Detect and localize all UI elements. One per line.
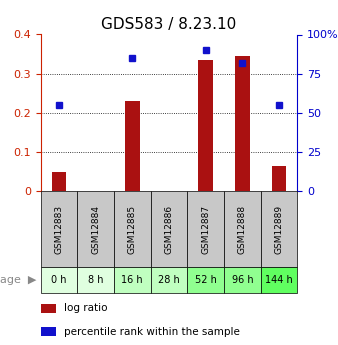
- Title: GDS583 / 8.23.10: GDS583 / 8.23.10: [101, 17, 237, 32]
- Text: 144 h: 144 h: [265, 275, 293, 285]
- Bar: [272, 166, 286, 191]
- FancyBboxPatch shape: [41, 191, 77, 267]
- FancyBboxPatch shape: [261, 267, 297, 293]
- Text: age  ▶: age ▶: [0, 275, 37, 285]
- Text: GSM12886: GSM12886: [165, 205, 173, 254]
- Text: GSM12887: GSM12887: [201, 205, 210, 254]
- Text: 8 h: 8 h: [88, 275, 103, 285]
- FancyBboxPatch shape: [114, 191, 151, 267]
- FancyBboxPatch shape: [151, 267, 187, 293]
- FancyBboxPatch shape: [41, 267, 77, 293]
- Text: GSM12884: GSM12884: [91, 205, 100, 254]
- Bar: [235, 56, 250, 191]
- FancyBboxPatch shape: [77, 191, 114, 267]
- FancyBboxPatch shape: [187, 267, 224, 293]
- Text: 16 h: 16 h: [121, 275, 143, 285]
- Text: GSM12883: GSM12883: [54, 205, 64, 254]
- FancyBboxPatch shape: [151, 191, 187, 267]
- Text: GSM12888: GSM12888: [238, 205, 247, 254]
- Bar: [41, 327, 56, 336]
- FancyBboxPatch shape: [114, 267, 151, 293]
- Bar: [125, 101, 140, 191]
- Text: 0 h: 0 h: [51, 275, 67, 285]
- Bar: [198, 60, 213, 191]
- Text: GSM12885: GSM12885: [128, 205, 137, 254]
- Text: percentile rank within the sample: percentile rank within the sample: [64, 327, 240, 336]
- Text: GSM12889: GSM12889: [274, 205, 284, 254]
- FancyBboxPatch shape: [187, 191, 224, 267]
- FancyBboxPatch shape: [224, 267, 261, 293]
- Text: 96 h: 96 h: [232, 275, 253, 285]
- Text: log ratio: log ratio: [64, 303, 107, 313]
- Bar: [52, 172, 66, 191]
- FancyBboxPatch shape: [261, 191, 297, 267]
- Text: 28 h: 28 h: [158, 275, 180, 285]
- Text: 52 h: 52 h: [195, 275, 217, 285]
- FancyBboxPatch shape: [224, 191, 261, 267]
- FancyBboxPatch shape: [77, 267, 114, 293]
- Bar: [41, 304, 56, 313]
